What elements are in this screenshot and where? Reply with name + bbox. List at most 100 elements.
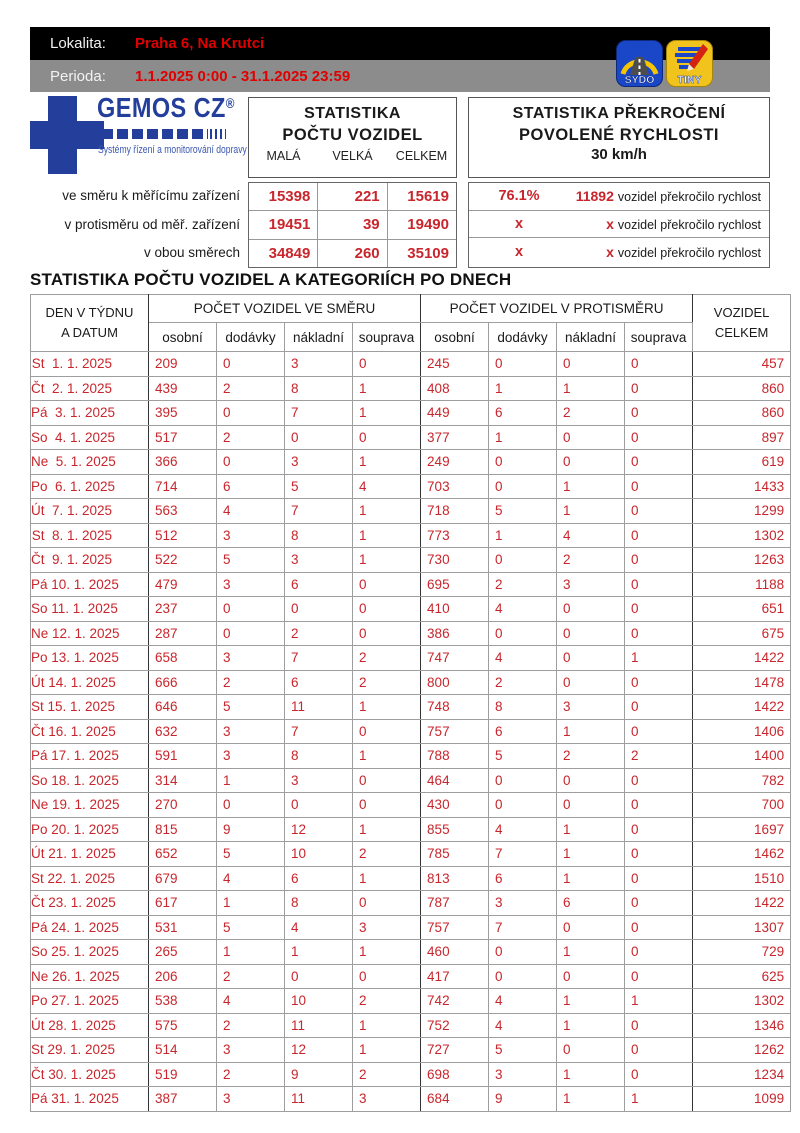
smer-value-cell: 6 <box>284 865 353 891</box>
smer-value-cell: 1 <box>216 939 285 965</box>
table-row: St 22. 1. 2025 679 4 6 1 813 6 1 0 1510 <box>30 865 792 891</box>
smer-value-cell: 2 <box>216 1061 285 1087</box>
smer-value-cell: 8 <box>284 375 353 401</box>
protismer-value-cell: 4 <box>488 1012 558 1038</box>
protismer-value-cell: 1 <box>556 988 626 1014</box>
total-cell: 1302 <box>692 522 792 548</box>
day-date-cell: Po 27. 1. 2025 <box>30 988 149 1014</box>
smer-value-cell: 0 <box>216 351 285 377</box>
smer-value-cell: 237 <box>148 596 217 622</box>
protismer-value-cell: 7 <box>488 914 558 940</box>
protismer-value-cell: 0 <box>488 620 558 646</box>
stats-right-line1: STATISTIKA PŘEKROČENÍ <box>512 105 726 122</box>
day-date-cell: Po 20. 1. 2025 <box>30 816 149 842</box>
protismer-value-cell: 0 <box>488 351 558 377</box>
vehicle-count-grid: 15398 221 15619 19451 39 19490 34849 260… <box>248 182 457 268</box>
smer-value-cell: 206 <box>148 963 217 989</box>
smer-value-cell: 11 <box>284 1086 353 1112</box>
total-cell: 860 <box>692 400 792 426</box>
speeding-count: x <box>606 244 614 261</box>
day-date-cell: Út 28. 1. 2025 <box>30 1012 149 1038</box>
table-row: Ne 12. 1. 2025 287 0 2 0 386 0 0 0 675 <box>30 620 792 646</box>
subcol-smer-nakladni: nákladní <box>284 322 353 352</box>
smer-value-cell: 815 <box>148 816 217 842</box>
smer-value-cell: 11 <box>284 694 353 720</box>
day-date-cell: Čt 2. 1. 2025 <box>30 375 149 401</box>
protismer-value-cell: 386 <box>420 620 490 646</box>
table-row: So 4. 1. 2025 517 2 0 0 377 1 0 0 897 <box>30 424 792 450</box>
day-date-cell: Čt 16. 1. 2025 <box>30 718 149 744</box>
smer-value-cell: 4 <box>216 498 285 524</box>
speeding-pct: x <box>514 244 524 261</box>
total-cell: 619 <box>692 449 792 475</box>
protismer-value-cell: 449 <box>420 400 490 426</box>
total-cell: 1262 <box>692 1037 792 1063</box>
smer-value-cell: 12 <box>284 1037 353 1063</box>
protismer-value-cell: 0 <box>624 890 694 916</box>
count-smer-mala: 15398 <box>249 183 318 211</box>
smer-value-cell: 591 <box>148 743 217 769</box>
count-protismer-celkem: 19490 <box>387 211 456 239</box>
subcol-protismer-dodavky: dodávky <box>488 322 558 352</box>
smer-value-cell: 652 <box>148 841 217 867</box>
protismer-value-cell: 0 <box>488 792 558 818</box>
protismer-value-cell: 695 <box>420 571 490 597</box>
sydo-icon[interactable]: SYDO <box>616 40 663 87</box>
speeding-suffix: vozidel překročilo rychlost <box>617 190 761 205</box>
protismer-value-cell: 718 <box>420 498 490 524</box>
smer-value-cell: 2 <box>351 645 422 671</box>
smer-value-cell: 3 <box>284 351 353 377</box>
table-row: Čt 30. 1. 2025 519 2 9 2 698 3 1 0 1234 <box>30 1061 792 1087</box>
smer-value-cell: 2 <box>351 669 422 695</box>
subcol-protismer-osobni: osobní <box>420 322 490 352</box>
protismer-value-cell: 408 <box>420 375 490 401</box>
smer-value-cell: 0 <box>216 400 285 426</box>
protismer-value-cell: 1 <box>624 988 694 1014</box>
smer-value-cell: 8 <box>284 743 353 769</box>
protismer-value-cell: 0 <box>488 547 558 573</box>
smer-value-cell: 0 <box>351 767 422 793</box>
speeding-stats-box: STATISTIKA PŘEKROČENÍ POVOLENÉ RYCHLOSTI… <box>468 97 770 178</box>
subcol-smer-osobni: osobní <box>148 322 217 352</box>
table-row: Pá 3. 1. 2025 395 0 7 1 449 6 2 0 860 <box>30 400 792 426</box>
smer-value-cell: 2 <box>216 424 285 450</box>
table-row: So 25. 1. 2025 265 1 1 1 460 0 1 0 729 <box>30 939 792 965</box>
protismer-value-cell: 785 <box>420 841 490 867</box>
protismer-value-cell: 3 <box>488 1061 558 1087</box>
protismer-value-cell: 0 <box>556 351 626 377</box>
smer-value-cell: 3 <box>351 1086 422 1112</box>
table-row: Čt 23. 1. 2025 617 1 8 0 787 3 6 0 1422 <box>30 890 792 916</box>
table-row: St 1. 1. 2025 209 0 3 0 245 0 0 0 457 <box>30 351 792 377</box>
day-date-cell: Po 13. 1. 2025 <box>30 645 149 671</box>
protismer-value-cell: 730 <box>420 547 490 573</box>
table-row: St 29. 1. 2025 514 3 12 1 727 5 0 0 1262 <box>30 1037 792 1063</box>
total-cell: 782 <box>692 767 792 793</box>
table-row: Čt 2. 1. 2025 439 2 8 1 408 1 1 0 860 <box>30 375 792 401</box>
smer-value-cell: 6 <box>284 571 353 597</box>
stats-left-line1: STATISTIKA <box>304 105 401 122</box>
total-cell: 1406 <box>692 718 792 744</box>
smer-value-cell: 1 <box>351 694 422 720</box>
protismer-value-cell: 1 <box>556 375 626 401</box>
day-date-cell: Čt 23. 1. 2025 <box>30 890 149 916</box>
smer-value-cell: 4 <box>284 914 353 940</box>
smer-value-cell: 7 <box>284 645 353 671</box>
smer-value-cell: 3 <box>284 767 353 793</box>
tiny-icon[interactable]: TINY <box>666 40 713 87</box>
speed-limit-value: 30 km/h <box>591 146 647 163</box>
count-oba-mala: 34849 <box>249 239 318 267</box>
protismer-value-cell: 2 <box>556 743 626 769</box>
day-date-cell: St 1. 1. 2025 <box>30 351 149 377</box>
protismer-value-cell: 1 <box>556 841 626 867</box>
total-cell: 1099 <box>692 1086 792 1112</box>
protismer-value-cell: 1 <box>556 718 626 744</box>
table-row: Čt 9. 1. 2025 522 5 3 1 730 0 2 0 1263 <box>30 547 792 573</box>
tiny-icon-label: TINY <box>678 74 702 86</box>
day-date-cell: Pá 3. 1. 2025 <box>30 400 149 426</box>
total-cell: 1400 <box>692 743 792 769</box>
protismer-value-cell: 8 <box>488 694 558 720</box>
protismer-value-cell: 1 <box>556 1012 626 1038</box>
sydo-icon-label: SYDO <box>625 74 655 86</box>
smer-value-cell: 12 <box>284 816 353 842</box>
smer-value-cell: 0 <box>284 424 353 450</box>
